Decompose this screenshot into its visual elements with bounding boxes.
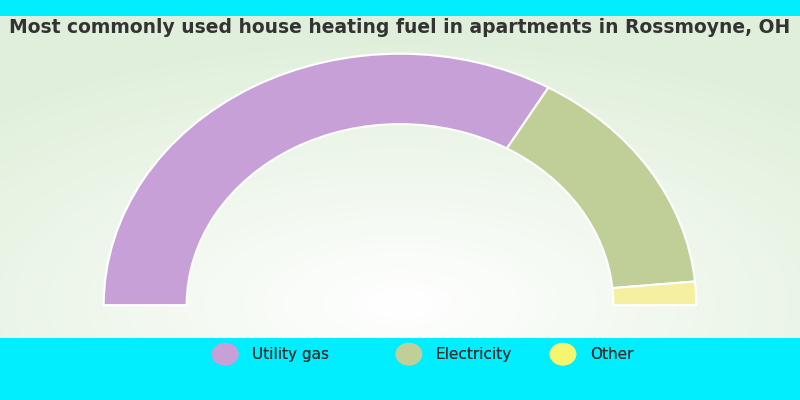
Text: Utility gas: Utility gas (252, 348, 329, 362)
Wedge shape (507, 88, 695, 288)
Circle shape (212, 343, 238, 366)
Text: Other: Other (590, 348, 633, 362)
Text: Electricity: Electricity (435, 348, 512, 362)
Bar (0, 338, 800, 368)
Text: Other: Other (590, 348, 633, 362)
Circle shape (212, 343, 238, 366)
Text: Most commonly used house heating fuel in apartments in Rossmoyne, OH: Most commonly used house heating fuel in… (10, 18, 790, 37)
Circle shape (395, 343, 422, 366)
Wedge shape (612, 282, 696, 305)
Circle shape (395, 343, 422, 366)
Wedge shape (104, 54, 549, 305)
Circle shape (550, 343, 576, 366)
Circle shape (550, 343, 576, 366)
Text: Utility gas: Utility gas (252, 348, 329, 362)
Text: Electricity: Electricity (435, 348, 512, 362)
